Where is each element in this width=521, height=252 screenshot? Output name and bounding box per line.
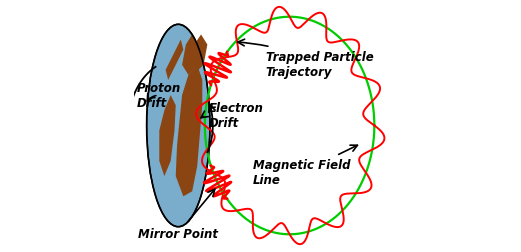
Text: Magnetic Field
Line: Magnetic Field Line xyxy=(253,146,357,187)
Text: Proton
Drift: Proton Drift xyxy=(137,82,181,110)
Polygon shape xyxy=(159,96,176,176)
Ellipse shape xyxy=(146,25,210,227)
Polygon shape xyxy=(166,40,183,81)
Polygon shape xyxy=(182,35,200,76)
Text: Electron
Drift: Electron Drift xyxy=(201,102,264,130)
Polygon shape xyxy=(176,66,202,197)
Text: Trapped Particle
Trajectory: Trapped Particle Trajectory xyxy=(238,40,374,78)
Text: Mirror Point: Mirror Point xyxy=(138,190,218,240)
Polygon shape xyxy=(191,35,207,71)
